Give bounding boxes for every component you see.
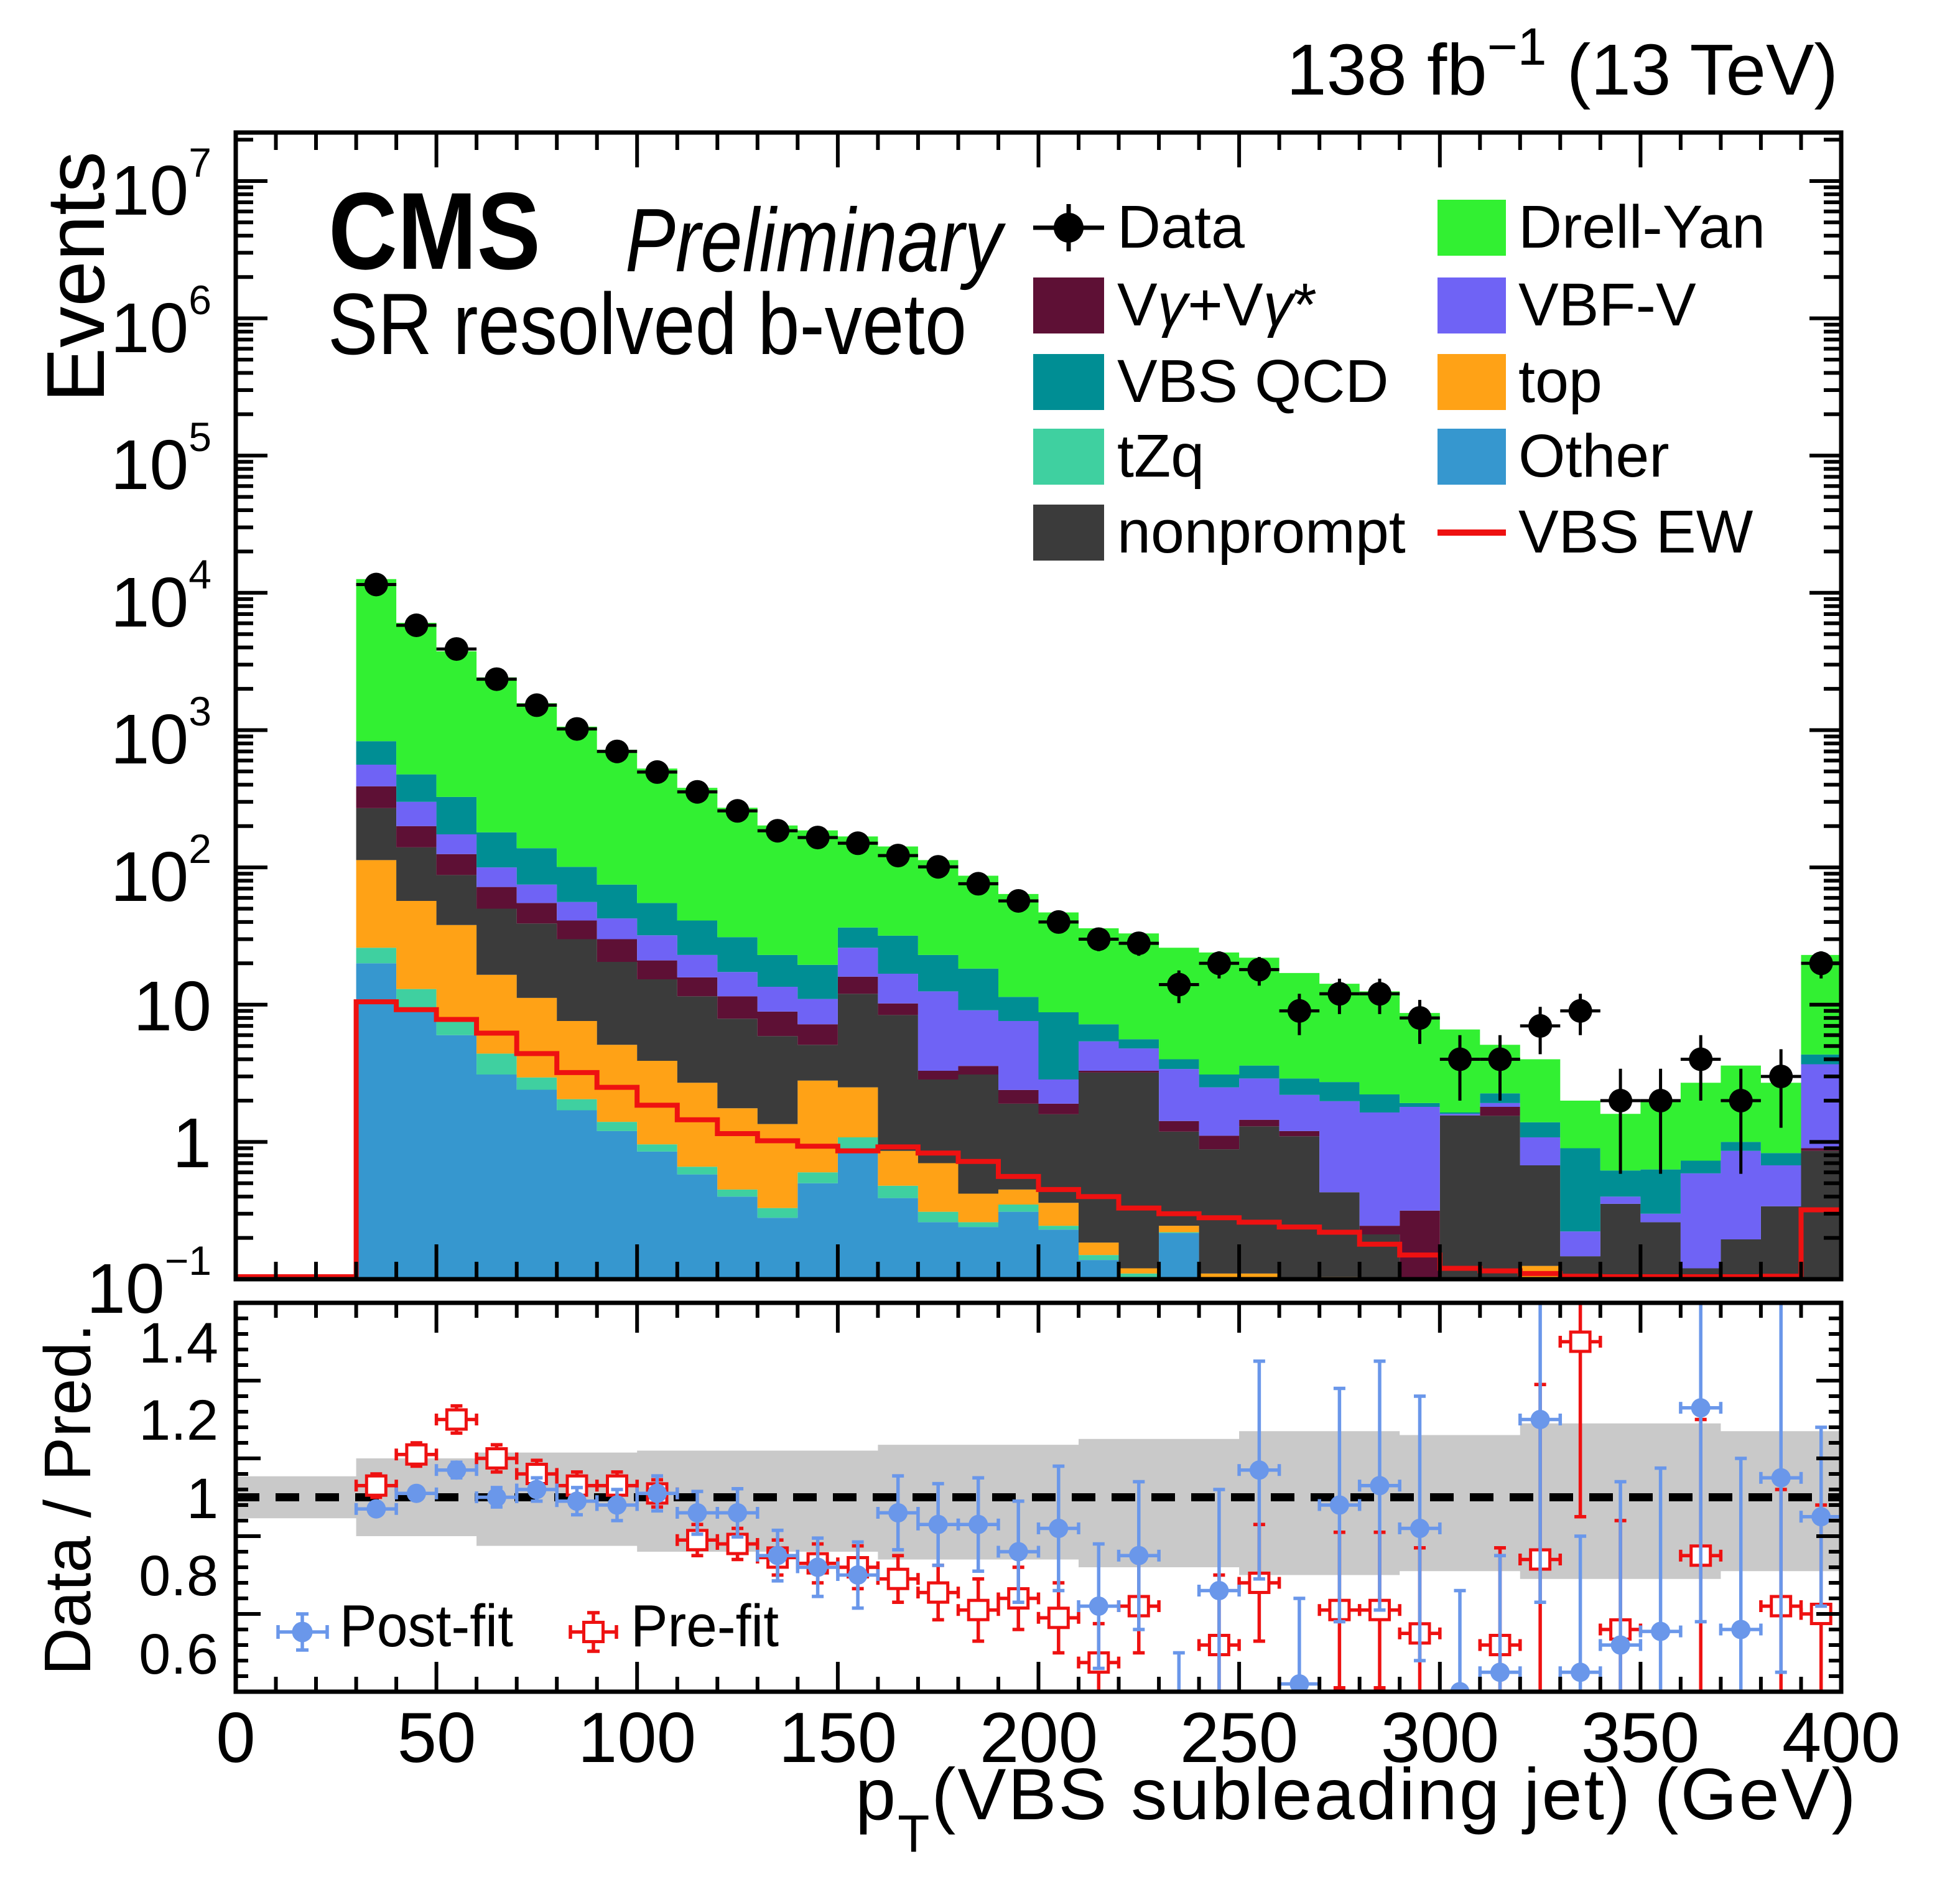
svg-text:100: 100 [578,1699,696,1778]
svg-text:200: 200 [980,1699,1098,1778]
svg-text:1.2: 1.2 [139,1389,218,1452]
svg-text:250: 250 [1180,1699,1298,1778]
svg-text:VBS EW: VBS EW [1518,498,1753,566]
svg-text:138 fb−1 (13 TeV): 138 fb−1 (13 TeV) [1286,17,1838,110]
svg-text:300: 300 [1381,1699,1499,1778]
svg-text:VBF-V: VBF-V [1518,271,1696,338]
svg-text:104: 104 [111,551,211,641]
svg-text:103: 103 [111,688,211,778]
svg-text:107: 107 [111,139,211,230]
svg-text:Vγ+Vγ*: Vγ+Vγ* [1117,271,1317,338]
svg-text:Pre-fit: Pre-fit [631,1593,779,1659]
svg-text:Drell-Yan: Drell-Yan [1518,193,1765,261]
svg-text:VBS QCD: VBS QCD [1117,347,1389,415]
svg-text:Other: Other [1518,422,1670,490]
svg-text:400: 400 [1782,1699,1900,1778]
svg-text:1: 1 [187,1467,218,1531]
svg-text:tZq: tZq [1117,422,1204,490]
svg-text:Data / Pred.: Data / Pred. [31,1323,105,1676]
svg-text:1: 1 [172,1104,211,1182]
svg-text:106: 106 [111,277,211,367]
svg-text:Data: Data [1117,193,1245,261]
svg-text:10: 10 [133,967,211,1045]
svg-text:350: 350 [1581,1699,1699,1778]
svg-text:SR resolved b-veto: SR resolved b-veto [328,275,967,373]
svg-text:Events: Events [30,151,121,403]
svg-text:105: 105 [111,414,211,504]
svg-text:150: 150 [779,1699,897,1778]
svg-text:0.6: 0.6 [139,1623,218,1686]
svg-text:top: top [1518,347,1602,415]
svg-text:CMS: CMS [328,170,541,292]
svg-text:Preliminary: Preliminary [625,190,1006,291]
svg-text:Post-fit: Post-fit [340,1593,513,1659]
svg-text:50: 50 [397,1699,476,1778]
svg-text:10−1: 10−1 [86,1238,211,1328]
svg-text:0.8: 0.8 [139,1544,218,1608]
svg-text:102: 102 [111,826,211,916]
svg-text:nonprompt: nonprompt [1117,498,1406,566]
svg-text:1.4: 1.4 [139,1312,218,1375]
svg-text:0: 0 [216,1699,255,1778]
